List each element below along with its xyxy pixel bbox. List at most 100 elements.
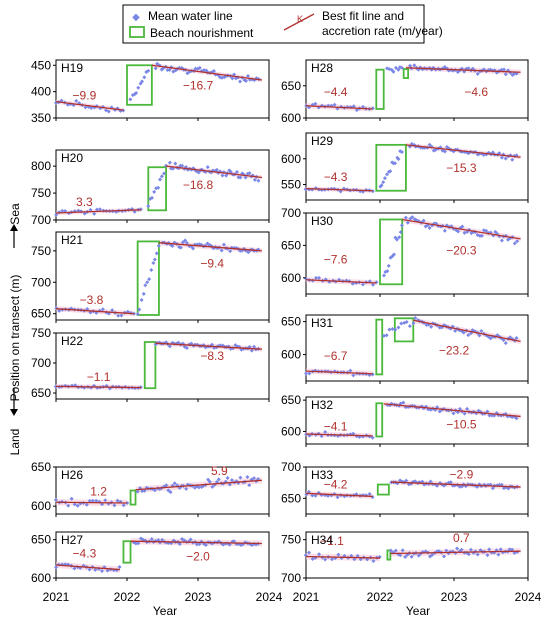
data-point-h20-38 <box>167 160 172 165</box>
data-point-h30-32 <box>398 230 403 235</box>
data-point-h20-11 <box>88 207 93 212</box>
legend-beach-nourishment: Beach nourishment <box>150 26 254 40</box>
data-point-h34-21 <box>371 558 376 563</box>
data-point-h31-31 <box>407 324 412 329</box>
data-point-h29-83 <box>510 157 515 162</box>
nourishment-box-h21-0 <box>136 240 160 316</box>
y-tick-label-h26-600: 600 <box>31 499 51 513</box>
data-point-h26-57 <box>207 479 212 484</box>
y-tick-label-h22-750: 750 <box>31 326 51 340</box>
panel-h33: −4.2 −2.9 H33 650 700 <box>281 460 529 517</box>
fit-line-h27-1 <box>130 540 262 545</box>
fit-line-h31-1 <box>413 319 521 343</box>
x-axis-right: 2021 2022 2023 2024 Year <box>293 590 542 618</box>
panel-h29: −4.3 −15.3 H29 550 600 <box>281 132 529 203</box>
data-point-h30-3 <box>314 275 319 280</box>
nourishment-box-h22-0 <box>143 341 157 390</box>
data-point-h21-26 <box>135 312 140 317</box>
data-point-h29-80 <box>503 156 508 161</box>
data-point-h33-75 <box>506 486 511 491</box>
legend-frame <box>122 4 425 44</box>
data-point-h33-20 <box>367 491 372 496</box>
data-point-h28-3 <box>313 101 318 106</box>
data-point-h29-24 <box>381 180 386 185</box>
data-point-h32-67 <box>487 413 492 418</box>
data-point-h28-32 <box>412 63 417 68</box>
data-point-h33-2 <box>310 493 315 498</box>
data-point-h30-78 <box>499 238 504 243</box>
panel-label-h29: H29 <box>311 134 333 148</box>
rate-label-h19-0: −9.9 <box>73 88 97 102</box>
data-point-h21-29 <box>141 291 146 296</box>
data-point-h31-24 <box>387 327 392 332</box>
data-point-h26-4 <box>66 503 71 508</box>
data-point-h30-33 <box>399 223 404 228</box>
data-point-h19-72 <box>230 76 235 81</box>
data-point-h26-71 <box>238 475 243 480</box>
data-point-h26-19 <box>112 503 117 508</box>
data-point-h27-43 <box>177 541 182 546</box>
data-point-h27-13 <box>93 567 98 572</box>
legend-fit-icon <box>283 13 315 31</box>
y-tick-label-h22-650: 650 <box>31 386 51 400</box>
data-point-h20-34 <box>158 177 163 182</box>
data-point-h29-78 <box>499 155 504 160</box>
data-point-h26-65 <box>225 475 230 480</box>
nourishment-box-h19-0 <box>126 64 153 106</box>
rate-label-h20-0: 3.3 <box>76 195 93 209</box>
data-point-h27-68 <box>232 539 237 544</box>
data-point-h27-45 <box>182 538 187 543</box>
data-point-h28-27 <box>396 67 401 72</box>
data-point-h26-75 <box>247 483 252 488</box>
data-point-h32-29 <box>401 400 406 405</box>
fit-line-h28-0 <box>305 105 373 110</box>
data-point-h20-75 <box>234 170 239 175</box>
data-point-h30-28 <box>391 252 396 257</box>
data-point-h19-10 <box>83 105 88 110</box>
data-point-h30-4 <box>317 275 322 280</box>
data-point-h32-66 <box>485 409 490 414</box>
data-point-h19-12 <box>89 105 94 110</box>
data-point-h20-59 <box>205 165 210 170</box>
data-point-h21-50 <box>184 241 189 246</box>
fit-line-h22-1 <box>155 342 262 350</box>
fit-line-h32-0 <box>305 433 373 437</box>
data-point-h22-74 <box>249 348 254 353</box>
data-point-h34-48 <box>444 548 449 553</box>
data-point-h19-79 <box>244 78 249 83</box>
data-point-h31-40 <box>429 324 434 329</box>
data-point-h31-25 <box>390 327 395 332</box>
panel-h28: −4.4 −4.6 H28 600 650 <box>281 59 529 125</box>
data-point-h31-74 <box>503 341 508 346</box>
data-point-h30-35 <box>405 220 410 225</box>
y-tick-label-h27-650: 650 <box>31 533 51 547</box>
data-point-h21-71 <box>228 249 233 254</box>
data-point-h30-84 <box>512 241 517 246</box>
y-tick-label-h26-650: 650 <box>31 460 51 474</box>
nourishment-box-h29-0 <box>375 143 407 192</box>
data-point-h29-52 <box>442 149 447 154</box>
panel-h19: −9.9 −16.7 H19 350 400 450 <box>31 58 270 125</box>
data-point-h31-76 <box>508 335 513 340</box>
data-point-h28-57 <box>466 66 471 71</box>
rate-label-h21-1: −9.4 <box>200 256 224 270</box>
data-point-h30-52 <box>442 228 447 233</box>
data-point-h32-79 <box>514 416 519 421</box>
legend-fit-line-1: Best fit line and <box>322 9 404 23</box>
rate-label-h27-1: −2.0 <box>186 550 210 564</box>
rate-label-h31-1: −23.2 <box>439 344 470 358</box>
y-axis-title: Sea Position on transect (m) Land <box>8 203 22 455</box>
data-point-h34-77 <box>510 547 515 552</box>
panel-h22: −1.1 −8.3 H22 650 700 750 <box>31 326 270 402</box>
y-tick-label-h30-700: 700 <box>281 206 301 220</box>
rate-label-h28-1: −4.6 <box>464 85 488 99</box>
data-point-h26-58 <box>210 484 215 489</box>
x-axis-left: 2021 2022 2023 2024 Year <box>43 590 283 618</box>
data-point-h34-71 <box>496 552 501 557</box>
x-tick-label-right-2023: 2023 <box>441 590 468 604</box>
rate-label-h30-1: −20.3 <box>446 244 477 258</box>
data-point-h27-52 <box>197 542 202 547</box>
fit-line-h33-1 <box>391 481 521 488</box>
data-point-h34-62 <box>475 552 480 557</box>
data-point-h27-35 <box>160 537 165 542</box>
